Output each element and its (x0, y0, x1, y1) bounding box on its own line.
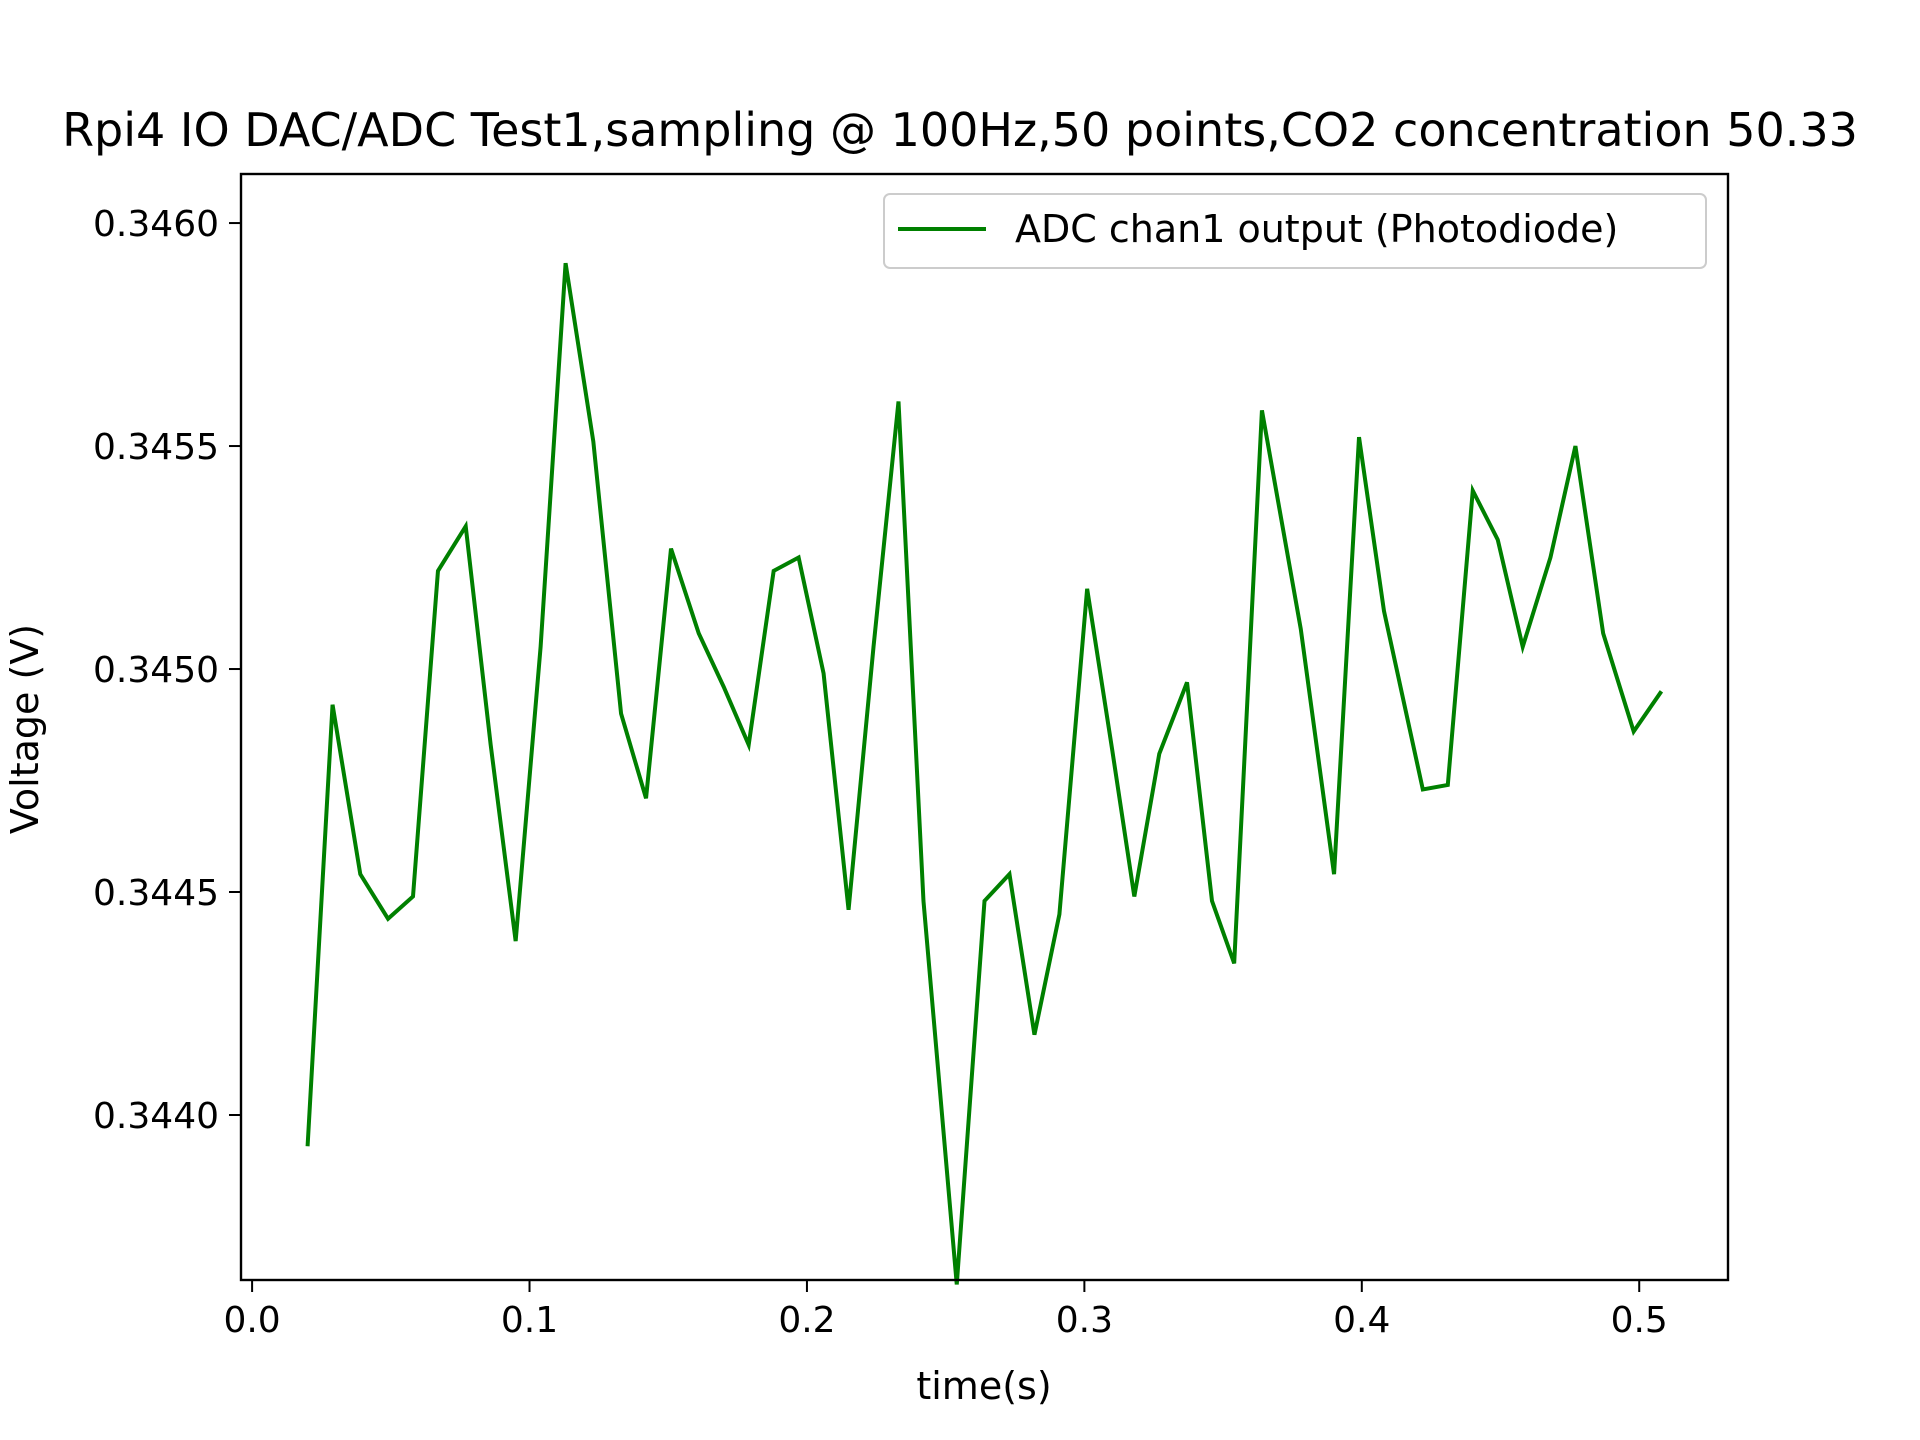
legend-entry-label: ADC chan1 output (Photodiode) (1015, 207, 1618, 251)
y-tick-label: 0.3455 (93, 427, 219, 468)
x-tick-label: 0.5 (1611, 1300, 1668, 1341)
y-tick-label: 0.3445 (93, 873, 219, 914)
x-tick-label: 0.4 (1333, 1300, 1390, 1341)
x-tick-label: 0.3 (1056, 1300, 1113, 1341)
chart-title: Rpi4 IO DAC/ADC Test1,sampling @ 100Hz,5… (62, 103, 1858, 157)
x-tick-label: 0.0 (223, 1300, 280, 1341)
y-tick-label: 0.3440 (93, 1096, 219, 1137)
axes-frame (239, 172, 1730, 1282)
x-axis-label: time(s) (916, 1364, 1051, 1408)
y-tick-label: 0.3460 (93, 204, 219, 245)
legend: ADC chan1 output (Photodiode) (883, 193, 1707, 269)
y-tick-label: 0.3450 (93, 650, 219, 691)
x-tick-label: 0.2 (778, 1300, 835, 1341)
y-axis-label: Voltage (V) (3, 624, 47, 834)
series-line-adc-chan1 (305, 262, 1664, 1285)
plot-area (239, 172, 1730, 1285)
x-axis: 0.0 0.1 0.2 0.3 0.4 0.5 (223, 1280, 1668, 1341)
legend-box (883, 193, 1707, 269)
y-axis: 0.3440 0.3445 0.3450 0.3455 0.3460 (93, 204, 241, 1137)
x-tick-label: 0.1 (501, 1300, 558, 1341)
